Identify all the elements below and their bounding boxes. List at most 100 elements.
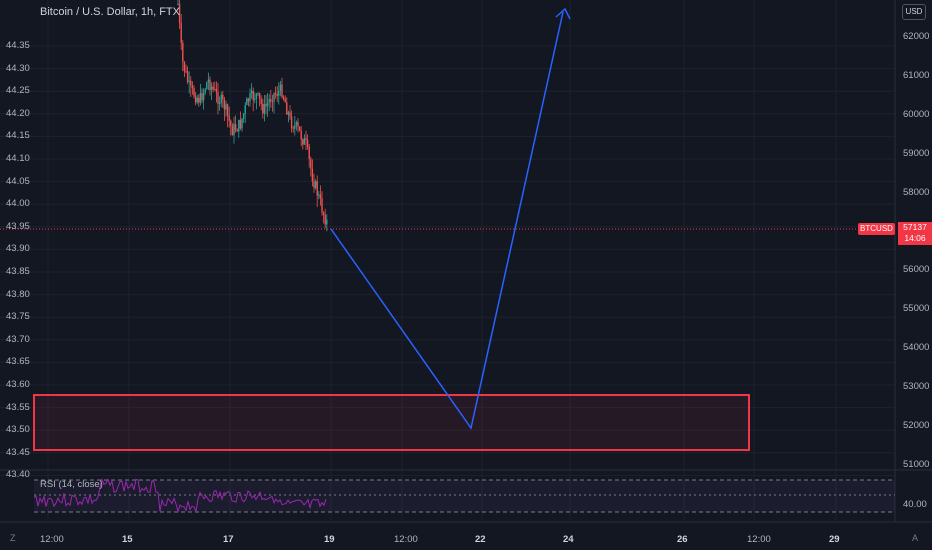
left-axis-tick: 44.10 (6, 153, 30, 164)
time-axis-tick: 12:00 (394, 534, 418, 545)
candle-body (201, 93, 203, 101)
left-axis-tick: 43.95 (6, 220, 30, 232)
candle-body (223, 99, 226, 110)
candle-body (297, 122, 299, 127)
time-axis-tick: 19 (324, 534, 335, 545)
candle-body (234, 123, 237, 130)
right-axis-tick: 60000 (903, 108, 930, 120)
candle-body (239, 119, 242, 129)
candle-body (258, 92, 261, 100)
zoom-icon[interactable]: Z (10, 533, 16, 543)
candle-body (292, 127, 294, 129)
candle-body (182, 42, 184, 62)
left-axis-tick: 43.85 (6, 266, 30, 277)
candle-body (186, 71, 189, 82)
candle-body (196, 97, 198, 103)
currency-button[interactable]: USD (902, 4, 926, 20)
candle-body (236, 129, 238, 132)
time-axis-tick: 22 (475, 534, 486, 545)
time-axis-tick: 12:00 (747, 534, 771, 545)
candle-body (265, 103, 267, 107)
candle-body (305, 138, 307, 140)
left-axis-tick: 43.45 (6, 446, 30, 458)
left-axis-tick: 43.50 (6, 424, 30, 436)
candle-body (294, 124, 296, 129)
candle-body (300, 130, 302, 140)
candle-body (231, 125, 234, 136)
candle-body (204, 89, 206, 93)
auto-scale-icon[interactable]: A (912, 533, 919, 543)
rsi-indicator-label[interactable]: RSI (14, close) (40, 479, 103, 490)
candle-body (230, 120, 232, 126)
candle-body (262, 103, 264, 114)
candle-body (266, 102, 269, 107)
right-axis-tick: 56000 (903, 264, 930, 276)
candle-body (263, 103, 266, 114)
right-axis-tick: 61000 (903, 69, 930, 81)
candle-body (286, 102, 288, 115)
last-price-tag: 57137 14:06 (898, 222, 932, 245)
left-axis-tick: 43.90 (6, 243, 30, 255)
right-axis-tick: 62000 (903, 31, 930, 42)
candle-body (276, 93, 278, 96)
bar-countdown: 14:06 (904, 233, 926, 243)
candle-body (270, 99, 272, 102)
left-axis-tick: 44.30 (6, 62, 30, 74)
right-axis-tick: 53000 (903, 381, 930, 393)
candle-body (287, 112, 290, 115)
candle-body (225, 104, 227, 110)
left-axis-tick: 44.15 (6, 130, 30, 142)
candle-body (188, 80, 190, 82)
candle-body (295, 122, 298, 125)
candle-body (278, 90, 280, 96)
candle-body (202, 92, 205, 101)
rsi-band-fill (34, 480, 895, 512)
right-axis-tick: 55000 (903, 303, 930, 315)
candle-body (193, 88, 195, 97)
candle-body (210, 86, 213, 91)
candle-body (218, 102, 221, 105)
candle-body (217, 92, 219, 105)
candle-body (313, 181, 315, 188)
candle-body (247, 98, 250, 102)
candle-body (319, 194, 322, 199)
candle-body (214, 89, 216, 91)
candle-body (281, 84, 283, 97)
right-axis-tick: 52000 (903, 420, 930, 431)
candle-body (274, 93, 277, 95)
candle-body (268, 99, 270, 103)
candle-body (298, 126, 301, 131)
candle-body (282, 96, 285, 99)
candle-body (177, 3, 179, 5)
left-axis-tick: 44.00 (6, 198, 30, 210)
candle-body (303, 138, 306, 145)
right-axis-tick: 54000 (903, 342, 930, 354)
candle-body (242, 113, 245, 119)
time-axis-tick: 29 (829, 534, 840, 545)
time-axis-tick: 24 (563, 534, 574, 545)
candle-body (321, 198, 323, 213)
left-axis-tick: 44.25 (6, 85, 30, 97)
candle-body (322, 212, 325, 215)
time-axis-tick: 26 (677, 534, 688, 545)
candle-body (198, 97, 200, 103)
left-axis-tick: 43.55 (6, 401, 30, 413)
candle-body (246, 98, 248, 105)
rsi-level-label: 40.00 (903, 499, 927, 510)
candle-body (324, 214, 326, 225)
left-axis-tick: 44.05 (6, 175, 30, 187)
candle-body (183, 61, 186, 72)
left-axis-tick: 43.80 (6, 288, 30, 300)
candle-body (273, 93, 275, 102)
candle-body (284, 98, 286, 103)
right-axis-tick: 58000 (903, 186, 930, 198)
time-axis-tick: 12:00 (40, 534, 64, 545)
candle-body (271, 101, 274, 103)
candle-body (185, 71, 187, 73)
left-axis-tick: 43.60 (6, 379, 30, 390)
candle-body (316, 181, 318, 196)
candle-body (306, 139, 309, 147)
demand-zone-rectangle (33, 394, 750, 451)
candle-body (220, 94, 222, 103)
